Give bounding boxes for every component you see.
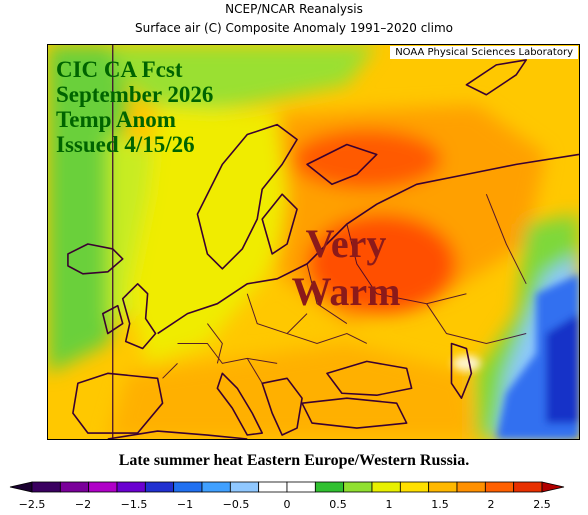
very-warm-annotation: Very Warm xyxy=(266,220,426,316)
colorbar-ticks: −2.5 −2 −1.5 −1 −0.5 0 0.5 1 1.5 2 2.5 xyxy=(19,498,551,511)
annotation-line-2: Warm xyxy=(291,269,401,314)
colorbar-tick-label: −2 xyxy=(75,498,91,511)
forecast-line-1: CIC CA Fcst xyxy=(56,57,183,82)
map-title: NCEP/NCAR Reanalysis xyxy=(225,2,363,16)
colorbar-tick-label: 2.5 xyxy=(533,498,551,511)
colorbar-tick-label: 2 xyxy=(488,498,495,511)
colorbar-cell xyxy=(343,481,373,493)
colorbar-cell xyxy=(286,481,316,493)
coastlines xyxy=(67,59,579,439)
colorbar-cell xyxy=(258,481,288,493)
colorbar-cell xyxy=(59,481,90,493)
colorbar-tick-label: −0.5 xyxy=(223,498,250,511)
colorbar-arrow-right xyxy=(541,481,565,493)
colorbar: −2.5 −2 −1.5 −1 −0.5 0 0.5 1 1.5 2 2.5 xyxy=(9,481,565,511)
colorbar-cell xyxy=(456,481,486,493)
forecast-line-3: Temp Anom xyxy=(56,107,176,132)
forecast-info: CIC CA Fcst September 2026 Temp Anom Iss… xyxy=(56,57,213,157)
colorbar-cell xyxy=(484,481,515,493)
forecast-line-4: Issued 4/15/26 xyxy=(56,132,195,157)
colorbar-cell xyxy=(116,481,146,493)
colorbar-cell xyxy=(371,481,401,493)
annotation-line-1: Very xyxy=(305,221,387,266)
anomaly-white-patch xyxy=(452,355,481,372)
colorbar-cell xyxy=(31,481,61,493)
colorbar-arrow-left xyxy=(9,481,33,493)
map-panel: NOAA Physical Sciences Laboratory CIC CA… xyxy=(47,44,580,440)
colorbar-cell xyxy=(513,481,543,493)
colorbar-cell xyxy=(144,481,175,493)
colorbar-cell xyxy=(229,481,260,493)
colorbar-tick-label: 1.5 xyxy=(431,498,449,511)
colorbar-tick-label: −1 xyxy=(177,498,193,511)
anomaly-region-north-green xyxy=(107,45,377,115)
colorbar-tick-label: −1.5 xyxy=(121,498,148,511)
anomaly-region-deepblue xyxy=(546,313,579,424)
colorbar-cell xyxy=(314,481,345,493)
colorbar-cell xyxy=(88,481,118,493)
map-subtitle: Surface air (C) Composite Anomaly 1991–2… xyxy=(134,21,454,35)
colorbar-cell xyxy=(399,481,430,493)
colorbar-cell xyxy=(428,481,458,493)
forecast-line-2: September 2026 xyxy=(56,82,214,107)
colorbar-tick-label: 1 xyxy=(386,498,393,511)
colorbar-cell xyxy=(201,481,231,493)
credit-label: NOAA Physical Sciences Laboratory xyxy=(390,46,578,59)
anomaly-region-yellow xyxy=(127,104,308,364)
colorbar-cells xyxy=(9,481,565,493)
anomaly-core-north xyxy=(292,129,442,190)
country-borders xyxy=(162,194,527,384)
colorbar-cell xyxy=(173,481,203,493)
colorbar-tick-label: 0 xyxy=(284,498,291,511)
colorbar-tick-label: 0.5 xyxy=(329,498,347,511)
anomaly-region-orange-south xyxy=(107,343,477,439)
map-caption: Late summer heat Eastern Europe/Western … xyxy=(118,452,470,469)
anomaly-region-west-green xyxy=(48,45,128,374)
colorbar-tick-label: −2.5 xyxy=(19,498,46,511)
anomaly-core-central xyxy=(307,214,457,314)
anomaly-map xyxy=(48,45,579,439)
